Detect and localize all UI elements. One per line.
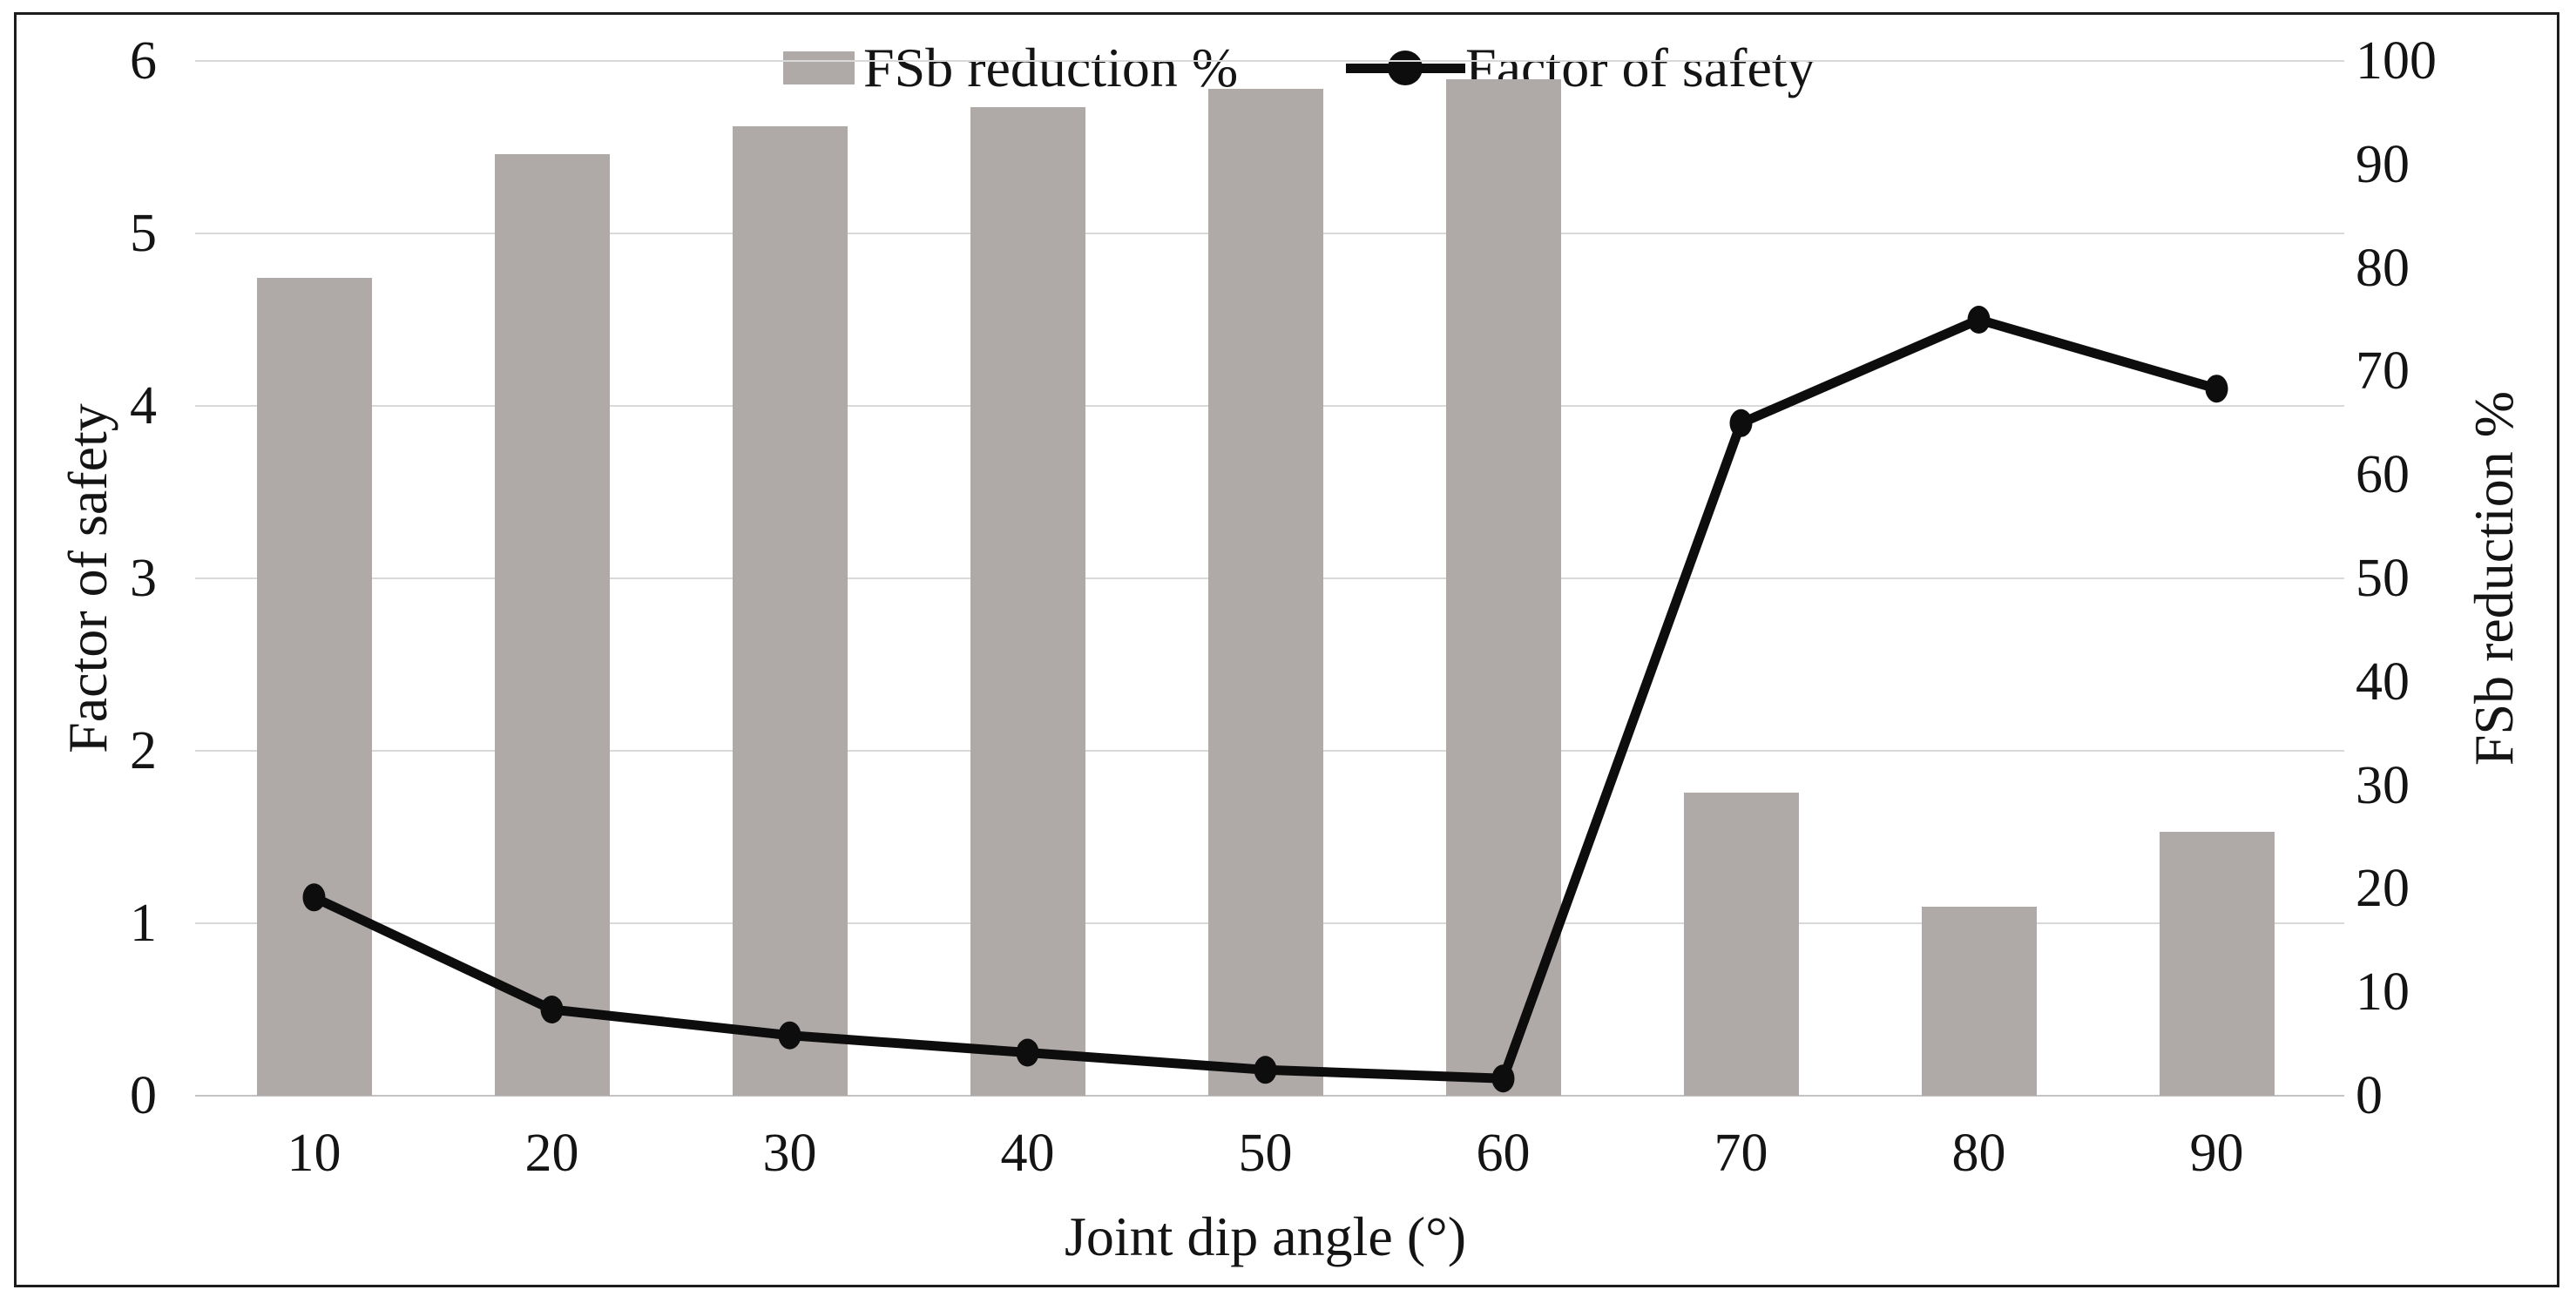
bar-70: [1683, 792, 1799, 1096]
x-tick-60: 60: [1476, 1124, 1531, 1183]
right-tick-90: 90: [2356, 134, 2410, 194]
right-tick-50: 50: [2356, 549, 2410, 608]
bar-80: [1921, 906, 2037, 1096]
right-tick-100: 100: [2356, 31, 2437, 91]
bar-50: [1207, 89, 1323, 1096]
left-tick-0: 0: [130, 1066, 157, 1125]
left-tick-4: 4: [130, 376, 157, 436]
right-tick-30: 30: [2356, 755, 2410, 815]
x-tick-90: 90: [2189, 1124, 2244, 1183]
left-tick-6: 6: [130, 31, 157, 91]
right-tick-70: 70: [2356, 341, 2410, 402]
left-tick-5: 5: [130, 204, 157, 263]
bar-90: [2159, 832, 2275, 1096]
legend-dot-icon: [1388, 50, 1423, 85]
left-tick-2: 2: [130, 721, 157, 780]
legend-item-factor-of-safety: Factor of safety: [1346, 33, 1815, 103]
bar-30: [732, 125, 848, 1096]
legend-item-fsb-reduction: FSb reduction %: [783, 33, 1238, 103]
left-tick-1: 1: [130, 894, 157, 953]
bar-40: [970, 107, 1085, 1096]
bar-60: [1445, 79, 1561, 1096]
right-tick-0: 0: [2356, 1066, 2383, 1125]
right-tick-60: 60: [2356, 445, 2410, 505]
right-tick-20: 20: [2356, 859, 2410, 919]
right-axis-title: FSb reduction %: [2463, 390, 2525, 766]
right-tick-40: 40: [2356, 652, 2410, 712]
x-tick-40: 40: [1000, 1124, 1055, 1183]
right-tick-80: 80: [2356, 238, 2410, 298]
x-tick-50: 50: [1238, 1124, 1293, 1183]
bar-20: [494, 153, 610, 1096]
figure-border: [14, 12, 2559, 1287]
x-tick-30: 30: [762, 1124, 817, 1183]
x-tick-20: 20: [524, 1124, 579, 1183]
x-tick-70: 70: [1714, 1124, 1768, 1183]
legend-bar-swatch-icon: [783, 51, 855, 84]
bar-10: [256, 278, 372, 1096]
left-axis-title: Factor of safety: [57, 403, 118, 753]
x-tick-10: 10: [287, 1124, 341, 1183]
gridline-6: [195, 60, 2344, 62]
legend-label-fsb-reduction: FSb reduction %: [863, 37, 1239, 98]
right-tick-10: 10: [2356, 962, 2410, 1023]
left-tick-3: 3: [130, 549, 157, 608]
legend-line-marker-icon: [1346, 50, 1465, 85]
x-axis-title: Joint dip angle (°): [1064, 1205, 1467, 1267]
x-tick-80: 80: [1951, 1124, 2006, 1183]
gridline-0: [195, 1095, 2344, 1097]
